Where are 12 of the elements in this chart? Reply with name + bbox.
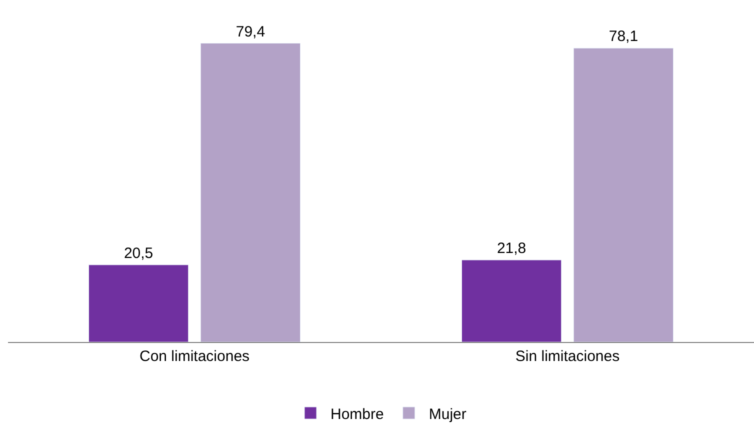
bar [462,260,562,342]
x-tick-label: Con limitaciones [139,348,250,365]
data-label: 79,4 [236,23,266,40]
legend-label: Hombre [330,406,384,423]
x-tick-label: Sin limitaciones [515,348,620,365]
bar [573,48,674,342]
legend-label: Mujer [428,406,466,423]
bar [200,43,300,342]
data-label: 78,1 [608,28,638,46]
data-label: 21,8 [496,240,526,257]
data-label: 20,5 [124,244,154,262]
bar [88,264,189,342]
